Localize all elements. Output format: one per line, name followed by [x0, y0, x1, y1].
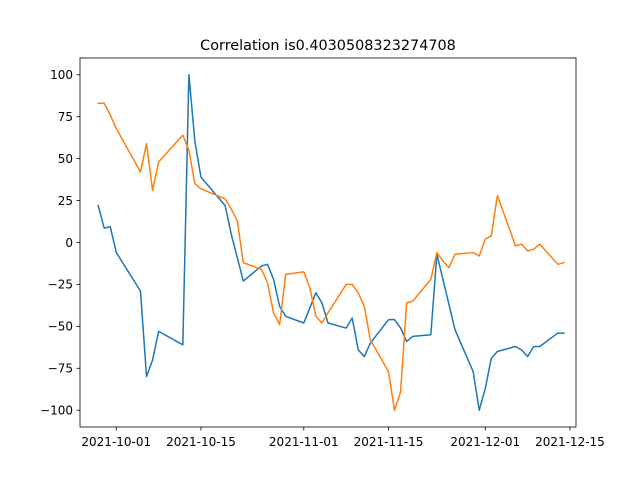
x-tick-label: 2021-11-15	[354, 435, 424, 449]
chart-title: Correlation is0.4030508323274708	[200, 38, 456, 54]
x-tick-label: 2021-10-15	[166, 435, 236, 449]
x-tick-label: 2021-11-01	[269, 435, 339, 449]
y-tick-label: 50	[58, 152, 73, 166]
y-tick-label: 100	[50, 68, 73, 82]
y-tick-label: −25	[48, 278, 73, 292]
y-tick-label: 75	[58, 110, 73, 124]
y-tick-label: −50	[48, 320, 73, 334]
series-layer	[97, 74, 565, 411]
x-tick-label: 2021-12-15	[535, 435, 605, 449]
series-line-2	[97, 102, 565, 411]
plot-frame	[79, 57, 577, 428]
x-tick-label: 2021-10-01	[81, 435, 151, 449]
y-tick-label: 0	[65, 236, 73, 250]
y-tick-label: 25	[58, 194, 73, 208]
y-tick-label: −100	[40, 404, 73, 418]
y-tick-label: −75	[48, 362, 73, 376]
series-line-1	[97, 74, 565, 411]
x-tick-label: 2021-12-01	[450, 435, 520, 449]
axes-layer: 100 75 50 25 0 −25 −50 −75 −100 2021-10-01 2021-10…	[40, 57, 605, 449]
